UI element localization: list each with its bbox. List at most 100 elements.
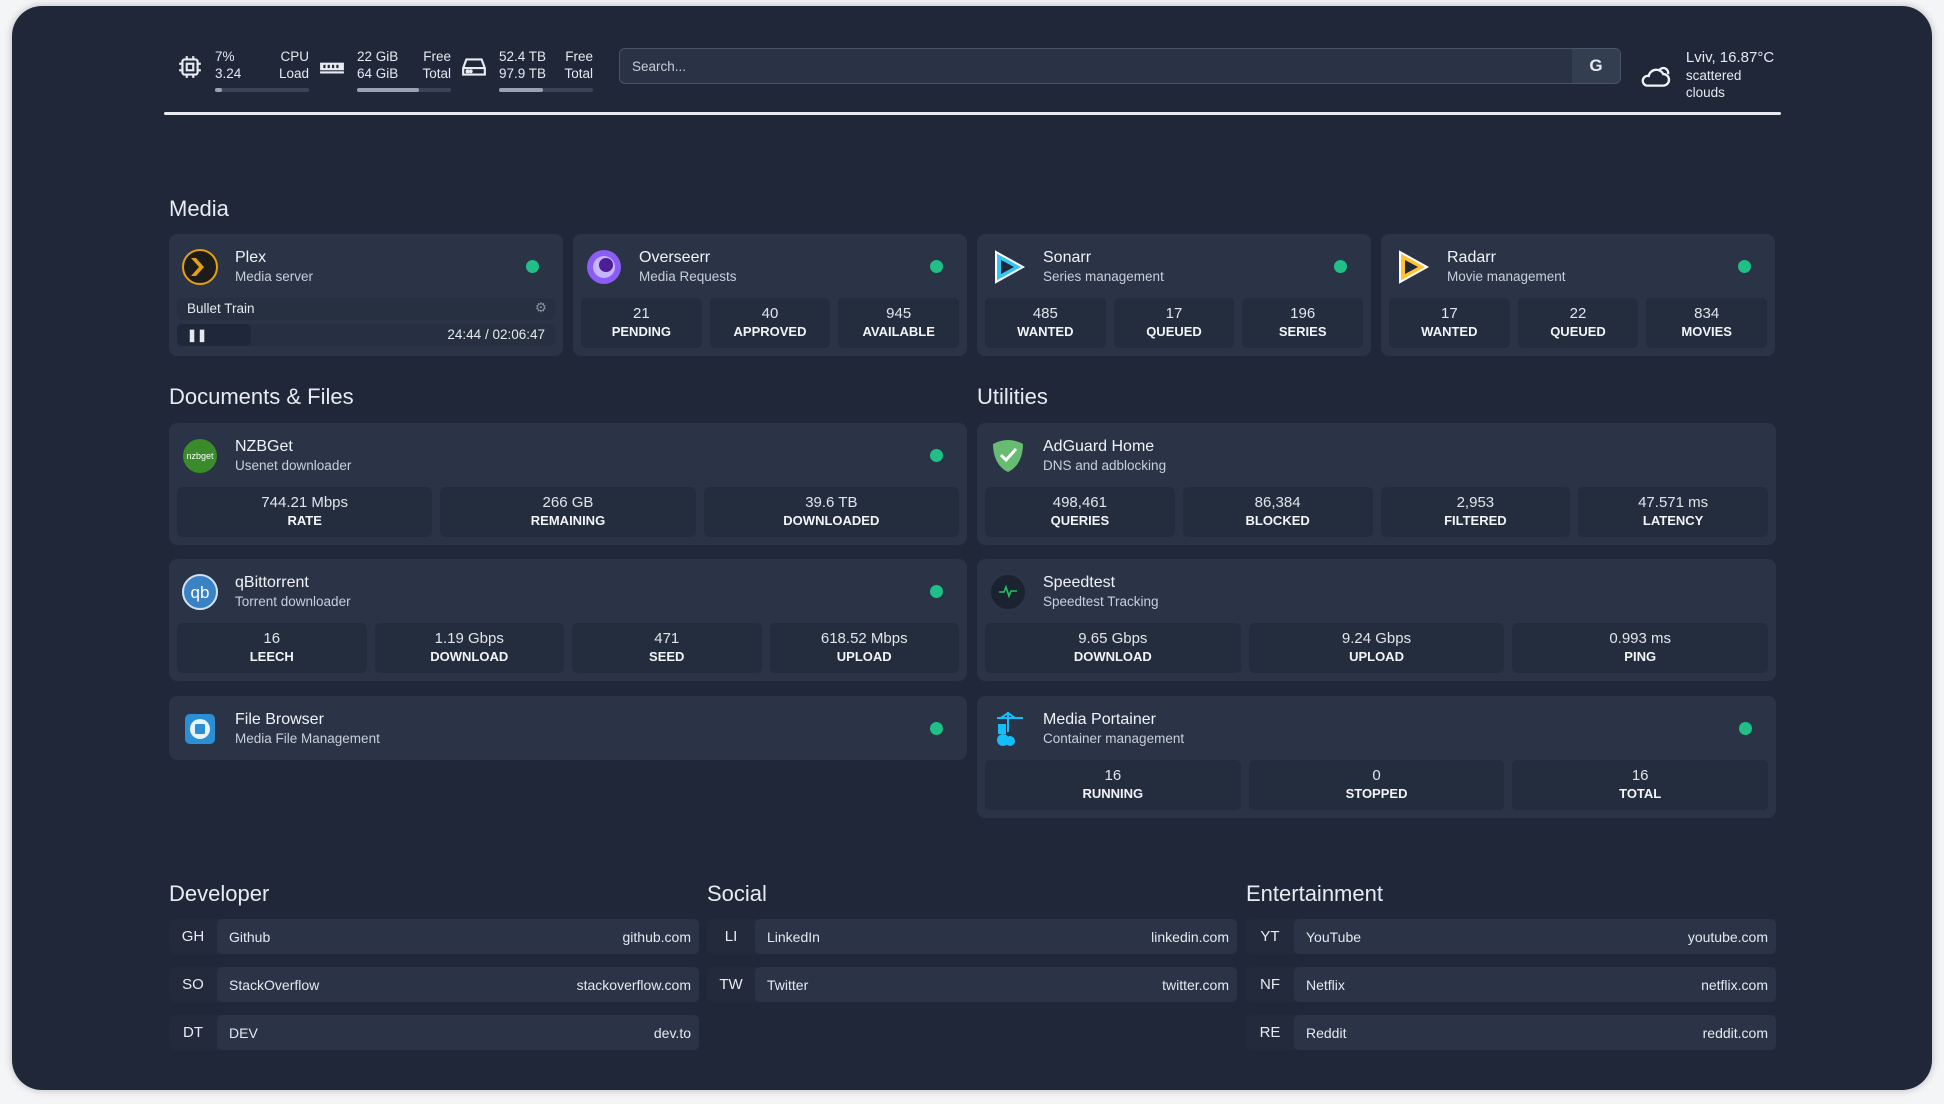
bookmark-github[interactable]: GH Github github.com: [169, 919, 699, 954]
bookmark-netflix[interactable]: NF Netflix netflix.com: [1246, 967, 1776, 1002]
status-indicator: [930, 449, 943, 462]
stat-wanted: 485 WANTED: [985, 298, 1106, 348]
section-heading-social: Social: [707, 881, 767, 906]
bookmark-stackoverflow[interactable]: SO StackOverflow stackoverflow.com: [169, 967, 699, 1002]
bookmark-linkedin[interactable]: LI LinkedIn linkedin.com: [707, 919, 1237, 954]
section-heading-utilities: Utilities: [977, 384, 1048, 409]
service-card-overseerr[interactable]: Overseerr Media Requests 21 PENDING 40 APPROV…: [573, 234, 967, 356]
service-card-qbittorrent[interactable]: qb qBittorrent Torrent downloader 16 LEECH 1…: [169, 559, 967, 681]
service-card-nzbget[interactable]: nzbget NZBGet Usenet downloader 744.21 Mbp…: [169, 423, 967, 545]
portainer-icon: [997, 711, 1023, 746]
stat-value: 1.19 Gbps: [434, 630, 504, 647]
bookmark-url: youtube.com: [1687, 928, 1768, 945]
stat-value: 498,461: [1052, 494, 1107, 511]
memory-free: 22 GiB: [357, 49, 399, 64]
playback-progress: [177, 324, 251, 346]
bookmark-twitter[interactable]: TW Twitter twitter.com: [707, 967, 1237, 1002]
stat-value: 40: [761, 305, 779, 322]
bookmark-youtube[interactable]: YT YouTube youtube.com: [1246, 919, 1776, 954]
service-name: File Browser: [235, 711, 324, 728]
service-card-sonarr[interactable]: Sonarr Series management 485 WANTED 17 QUEUED…: [977, 234, 1371, 356]
bookmark-name: Twitter: [767, 976, 809, 993]
service-description: Media server: [235, 269, 314, 284]
cpu-usage-bar: [215, 88, 309, 92]
stat-value: 0.993 ms: [1609, 630, 1672, 647]
stat-label: PENDING: [611, 324, 671, 339]
stat-value: 834: [1694, 305, 1720, 322]
stat-queued: 22 QUEUED: [1517, 298, 1639, 348]
file-browser-icon: [185, 714, 215, 744]
disk-total: 97.9 TB: [499, 66, 547, 81]
bookmark-abbreviation: LI: [724, 928, 738, 945]
service-card-speedtest[interactable]: Speedtest Speedtest Tracking 9.65 Gbps DOWN…: [977, 559, 1776, 681]
service-description: Series management: [1043, 269, 1164, 284]
bookmark-abbreviation: DT: [183, 1024, 203, 1041]
bookmark-name: Reddit: [1306, 1024, 1347, 1041]
free-label: Free: [565, 49, 593, 64]
stat-label: DOWNLOAD: [430, 649, 509, 664]
bookmark-abbreviation: GH: [181, 928, 205, 945]
bookmark-dev[interactable]: DT DEV dev.to: [169, 1015, 699, 1050]
stat-label: QUERIES: [1050, 513, 1110, 528]
stat-seed: 471 SEED: [572, 623, 762, 673]
bookmark-url: twitter.com: [1162, 976, 1229, 993]
stat-label: FILTERED: [1444, 513, 1507, 528]
header-divider: [164, 112, 1781, 115]
stat-label: REMAINING: [530, 513, 606, 528]
weather-location-temp: Lviv, 16.87°C: [1685, 49, 1775, 66]
plex-icon: [182, 249, 218, 285]
stat-label: LATENCY: [1642, 513, 1704, 528]
pause-icon[interactable]: ❚❚: [187, 328, 208, 342]
now-playing-title[interactable]: Bullet Train ⚙: [177, 298, 555, 320]
weather-widget[interactable]: Lviv, 16.87°C scattered clouds: [1639, 48, 1781, 101]
service-card-plex[interactable]: Plex Media server Bullet Train ⚙ ❚❚ 24:44 / …: [169, 234, 563, 356]
bookmark-abbreviation: NF: [1260, 976, 1280, 993]
bookmark-name: StackOverflow: [229, 976, 320, 993]
stat-label: BLOCKED: [1245, 513, 1310, 528]
bookmark-reddit[interactable]: RE Reddit reddit.com: [1246, 1015, 1776, 1050]
stats-row: 485 WANTED 17 QUEUED 196 SERIES: [985, 298, 1364, 348]
stat-downloaded: 39.6 TB DOWNLOADED: [703, 487, 959, 537]
service-card-adguard-home[interactable]: AdGuard Home DNS and adblocking 498,461 QUE…: [977, 423, 1776, 545]
stats-row: 744.21 Mbps RATE 266 GB REMAINING 39.6 TB DOW…: [177, 487, 959, 537]
service-description: Media Requests: [639, 269, 737, 284]
stat-download: 1.19 Gbps DOWNLOAD: [374, 623, 564, 673]
bookmark-name: LinkedIn: [767, 928, 820, 945]
stat-rate: 744.21 Mbps RATE: [177, 487, 433, 537]
stat-total: 16 TOTAL: [1512, 760, 1769, 810]
playback-bar[interactable]: ❚❚ 24:44 / 02:06:47: [177, 324, 555, 346]
stat-latency: 47.571 ms LATENCY: [1578, 487, 1768, 537]
search-input[interactable]: [620, 49, 1572, 83]
stat-label: STOPPED: [1345, 786, 1408, 801]
stat-download: 9.65 Gbps DOWNLOAD: [985, 623, 1241, 673]
service-description: Container management: [1043, 731, 1185, 746]
cpu-label: CPU: [280, 49, 309, 64]
service-card-file-browser[interactable]: File Browser Media File Management: [169, 696, 967, 760]
search-box: G: [619, 48, 1621, 84]
service-description: DNS and adblocking: [1043, 458, 1167, 473]
top-bar: 7% CPU 3.24 Load 22 GiB Free 64 GiB Total 52…: [169, 36, 1781, 100]
stat-value: 39.6 TB: [805, 494, 858, 511]
section-heading-developer: Developer: [169, 881, 270, 906]
service-name: AdGuard Home: [1043, 438, 1155, 455]
service-name: Plex: [235, 249, 267, 266]
disk-free: 52.4 TB: [499, 49, 547, 64]
service-description: Speedtest Tracking: [1043, 594, 1159, 609]
cpu-usage: 7%: [215, 49, 235, 64]
stat-label: UPLOAD: [1349, 649, 1404, 664]
service-card-radarr[interactable]: Radarr Movie management 17 WANTED 22 QUEUED 83…: [1381, 234, 1775, 356]
settings-icon[interactable]: ⚙: [534, 300, 547, 315]
bookmark-url: dev.to: [653, 1024, 691, 1041]
stat-leech: 16 LEECH: [177, 623, 367, 673]
stat-label: DOWNLOAD: [1073, 649, 1152, 664]
stat-movies: 834 MOVIES: [1646, 298, 1768, 348]
stats-row: 16 RUNNING 0 STOPPED 16 TOTAL: [985, 760, 1769, 810]
stat-value: 21: [632, 305, 650, 322]
bookmark-abbreviation: RE: [1259, 1024, 1281, 1041]
service-card-media-portainer[interactable]: Media Portainer Container management 16 RUN…: [977, 696, 1776, 818]
search-provider-button[interactable]: G: [1572, 49, 1620, 83]
overseerr-icon: [587, 250, 621, 284]
stat-label: QUEUED: [1146, 324, 1202, 339]
bookmark-name: Netflix: [1306, 976, 1345, 993]
stat-queries: 498,461 QUERIES: [985, 487, 1175, 537]
